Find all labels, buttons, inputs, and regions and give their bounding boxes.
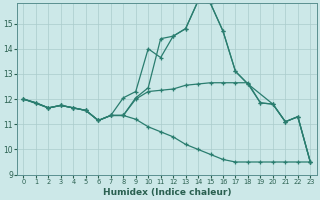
X-axis label: Humidex (Indice chaleur): Humidex (Indice chaleur): [103, 188, 231, 197]
